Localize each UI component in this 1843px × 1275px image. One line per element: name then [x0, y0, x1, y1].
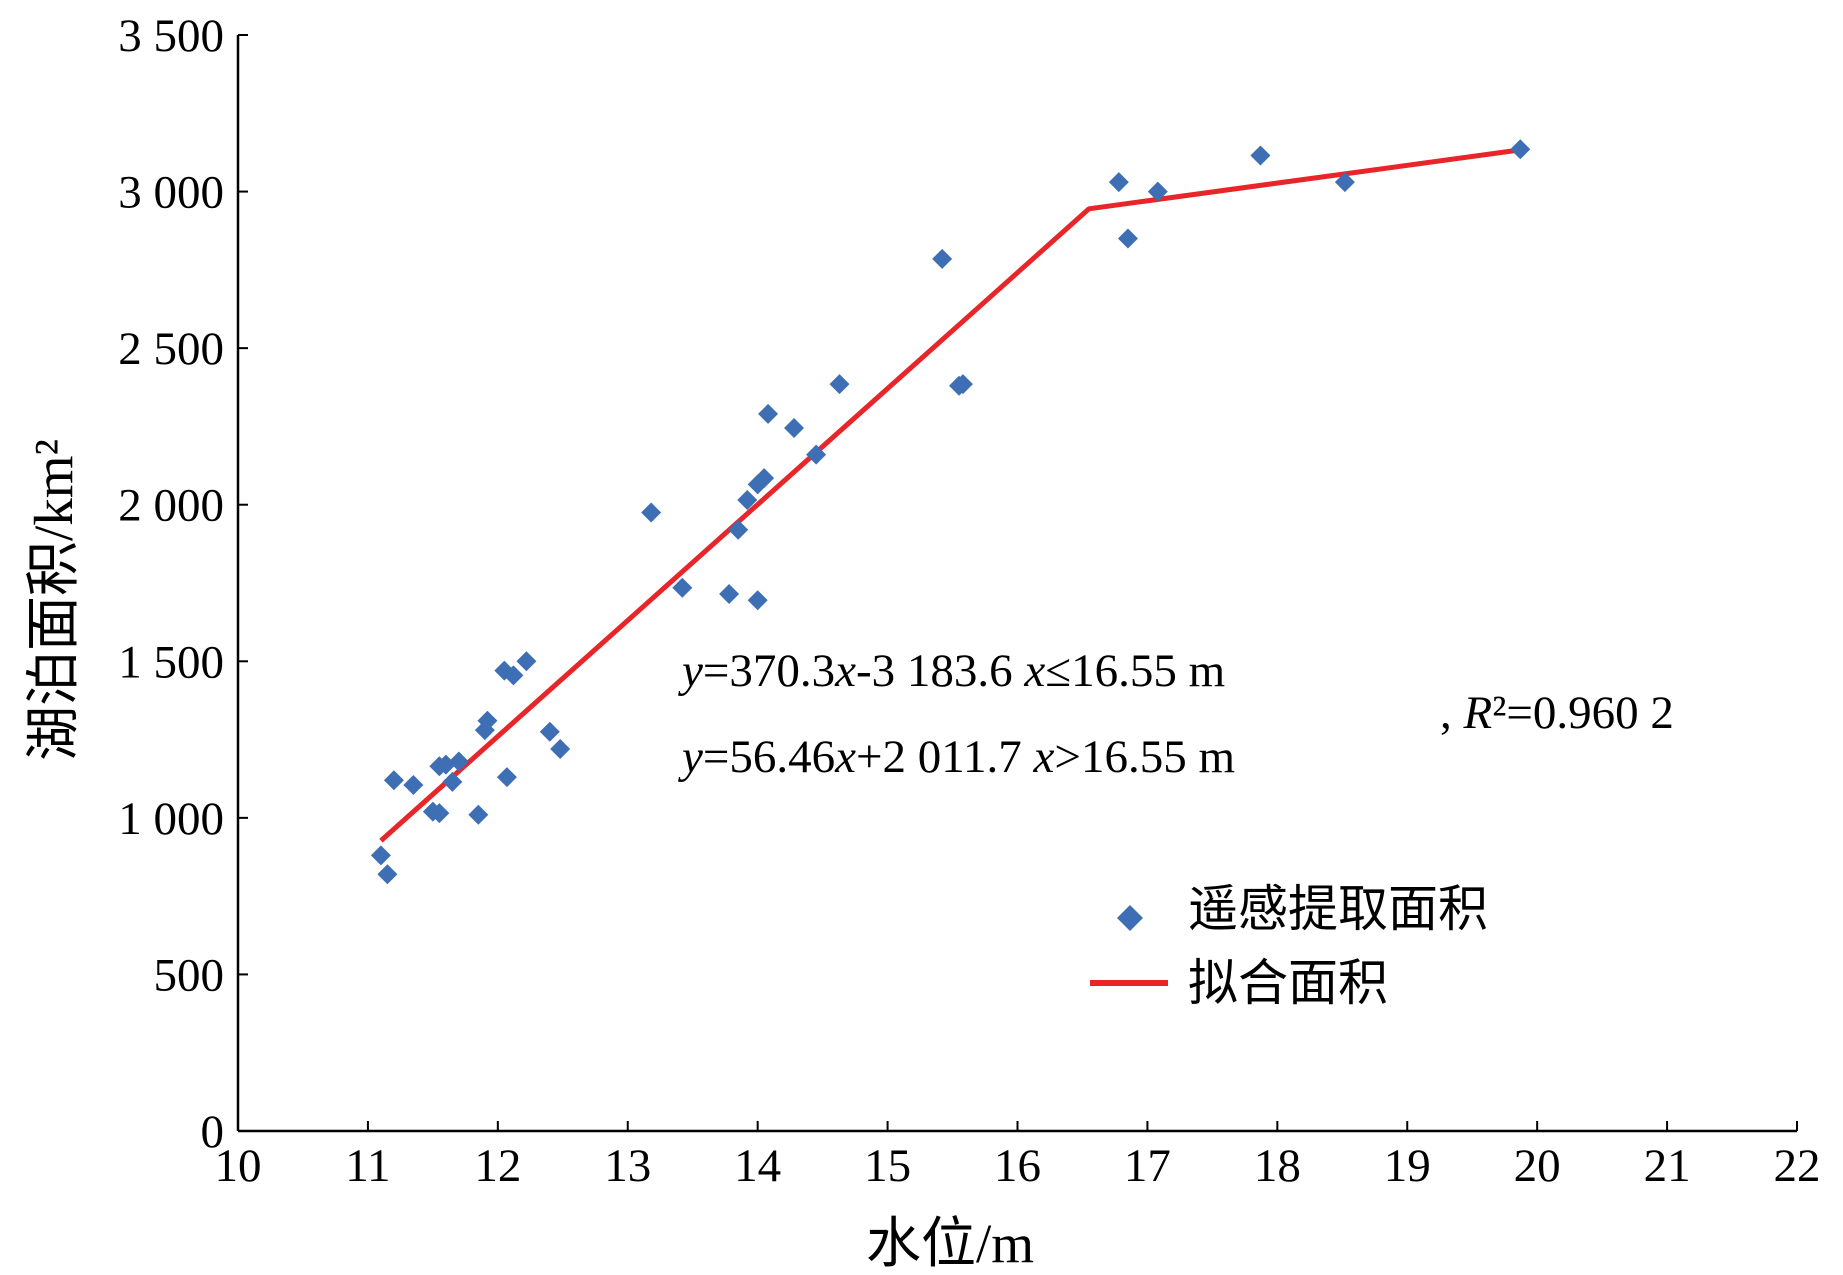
- scatter-point: [429, 803, 450, 824]
- x-ticks: 10 11 12 13 14 15 16 17 18 19 20 21 22: [215, 1121, 1821, 1192]
- equation-2: y=56.46x+2 011.7 x>16.55 m: [678, 731, 1235, 783]
- x-tick-label: 15: [864, 1140, 911, 1192]
- scatter-point: [448, 751, 469, 772]
- scatter-point: [539, 721, 560, 742]
- scatter-point: [370, 845, 391, 866]
- equation-group: y=370.3x-3 183.6 x≤16.55 m y=56.46x+2 01…: [678, 645, 1674, 783]
- fit-line: [379, 147, 1521, 843]
- scatter-point: [1117, 228, 1138, 249]
- scatter-point: [468, 804, 489, 825]
- scatter-point: [442, 771, 463, 792]
- y-tick-label: 1 000: [118, 793, 224, 845]
- scatter-point: [1250, 145, 1271, 166]
- axes: 10 11 12 13 14 15 16 17 18 19 20 21 22 0 500 1 000 1 50…: [118, 10, 1820, 1192]
- y-axis-title: 湖泊面积/km²: [23, 439, 84, 761]
- x-tick-label: 17: [1124, 1140, 1171, 1192]
- y-tick-label: 500: [154, 949, 225, 1001]
- x-tick-label: 11: [345, 1140, 390, 1192]
- legend: 遥感提取面积 拟合面积: [1090, 881, 1488, 1011]
- x-tick-label: 12: [474, 1140, 521, 1192]
- scatter-point: [503, 665, 524, 686]
- scatter-point: [932, 248, 953, 269]
- r-squared-label: , R²=0.960 2: [1440, 687, 1674, 739]
- y-ticks: 0 500 1 000 1 500 2 000 2 500 3 000 3 500: [118, 10, 248, 1158]
- y-tick-label: 2 000: [118, 480, 224, 532]
- scatter-point: [784, 417, 805, 438]
- scatter-point: [383, 770, 404, 791]
- scatter-point: [1334, 172, 1355, 193]
- scatter-point: [672, 577, 693, 598]
- x-tick-label: 19: [1384, 1140, 1431, 1192]
- x-tick-label: 14: [734, 1140, 781, 1192]
- x-tick-label: 21: [1644, 1140, 1691, 1192]
- x-tick-label: 20: [1514, 1140, 1561, 1192]
- scatter-point: [641, 502, 662, 523]
- x-tick-label: 22: [1774, 1140, 1821, 1192]
- scatter-point: [728, 519, 749, 540]
- scatter-point: [403, 774, 424, 795]
- x-tick-label: 13: [604, 1140, 651, 1192]
- x-axis-title: 水位/m: [866, 1213, 1034, 1274]
- legend-label-scatter: 遥感提取面积: [1188, 881, 1488, 937]
- fit-line-group: [379, 147, 1521, 843]
- scatter-point: [829, 374, 850, 395]
- equation-2-text: y=56.46x+2 011.7 x>16.55 m: [678, 731, 1235, 783]
- scatter-point: [1108, 172, 1129, 193]
- x-tick-label: 10: [215, 1140, 262, 1192]
- x-tick-label: 16: [994, 1140, 1041, 1192]
- y-tick-label: 0: [201, 1106, 225, 1158]
- legend-marker-scatter: [1117, 905, 1143, 931]
- scatter-point: [806, 444, 827, 465]
- scatter-point: [550, 738, 571, 759]
- scatter-point: [1147, 181, 1168, 202]
- legend-label-line: 拟合面积: [1188, 955, 1388, 1011]
- scatter-point: [747, 590, 768, 611]
- equation-1: y=370.3x-3 183.6 x≤16.55 m: [678, 645, 1225, 697]
- scatter-point: [496, 767, 517, 788]
- x-tick-label: 18: [1254, 1140, 1301, 1192]
- scatter-point: [377, 864, 398, 885]
- y-tick-label: 3 500: [118, 10, 224, 62]
- y-tick-label: 3 000: [118, 167, 224, 219]
- y-tick-label: 1 500: [118, 636, 224, 688]
- scatter-point: [737, 490, 758, 511]
- scatter-point: [952, 374, 973, 395]
- scatter-point: [754, 468, 775, 489]
- scatter-point: [516, 651, 537, 672]
- scatter-point: [1510, 139, 1531, 160]
- scatter-group: [370, 139, 1531, 885]
- y-tick-label: 2 500: [118, 323, 224, 375]
- scatter-point: [758, 403, 779, 424]
- scatter-point: [719, 583, 740, 604]
- scatter-point: [477, 710, 498, 731]
- equation-1-text: y=370.3x-3 183.6 x≤16.55 m: [678, 645, 1225, 697]
